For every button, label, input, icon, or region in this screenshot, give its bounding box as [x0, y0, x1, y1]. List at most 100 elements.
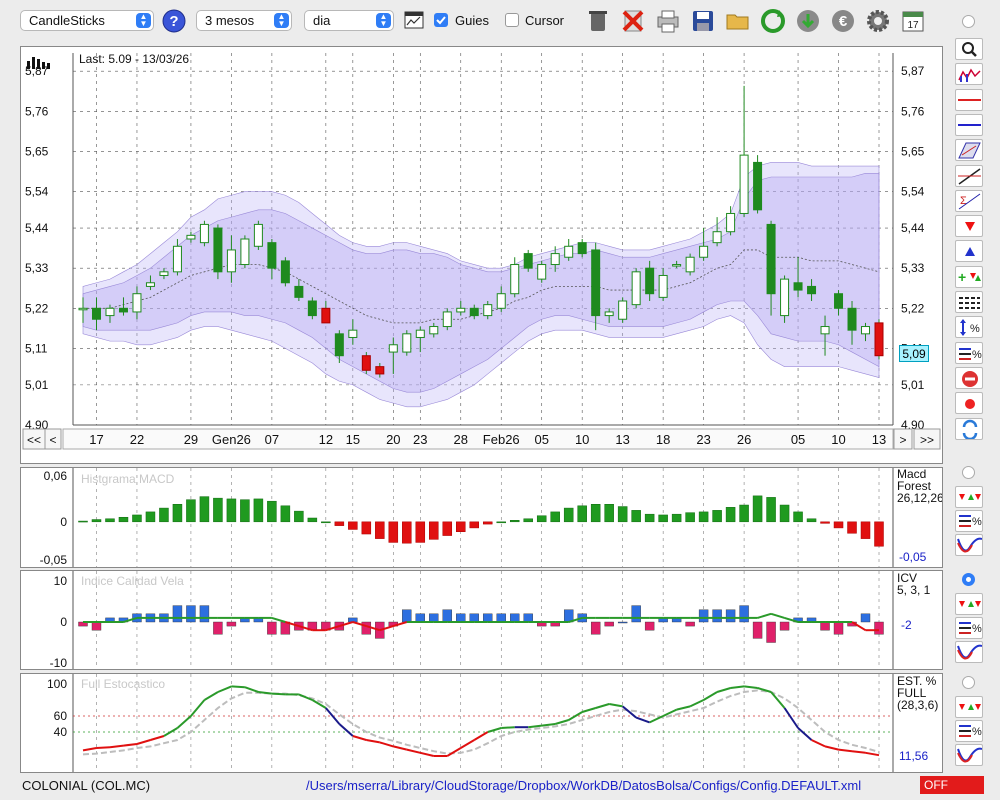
main-radio[interactable] — [962, 15, 975, 28]
open-folder-icon[interactable] — [724, 7, 752, 35]
curve-select-button[interactable] — [955, 641, 983, 663]
curve-select-button[interactable] — [955, 534, 983, 556]
percent-lines-button[interactable]: % — [955, 341, 983, 364]
zoom-button[interactable] — [955, 38, 983, 60]
candle-body — [874, 322, 884, 357]
signal-arrows-button[interactable] — [955, 486, 983, 508]
panel-params: 5, 3, 1 — [897, 583, 931, 597]
macd-bar — [469, 521, 480, 529]
percent-range-button[interactable]: % — [955, 316, 983, 339]
icv-line-segment — [366, 625, 381, 632]
percent-lines-button[interactable]: % — [955, 510, 983, 532]
nav-button-right-label[interactable]: > — [899, 433, 906, 447]
refresh-icon[interactable] — [759, 7, 787, 35]
record-button[interactable] — [955, 392, 983, 415]
stoch-k-segment — [150, 735, 165, 741]
nav-button-left[interactable] — [44, 428, 62, 450]
x-tick-label: 10 — [831, 432, 845, 447]
stop-button[interactable] — [955, 366, 983, 389]
stoch-k-segment — [325, 707, 341, 725]
curve-select-button[interactable] — [955, 744, 983, 766]
panel-radio[interactable] — [962, 676, 975, 689]
icv-line-segment — [568, 616, 583, 623]
add-signal-icon: + — [958, 269, 981, 285]
candlestick-chart[interactable]: 5,87 5,875,76 5,765,65 5,655,54 5,545,44 5,44… — [21, 47, 942, 463]
panel-title: Full Estocastico — [81, 677, 165, 691]
period-select[interactable]: 3 mesos ▲ ▼ — [196, 10, 292, 31]
calendar-grid-icon[interactable] — [404, 11, 424, 29]
icv-bar — [510, 613, 520, 623]
fibonacci-button[interactable]: Σ — [955, 189, 983, 212]
candle-body — [591, 249, 601, 317]
icv-bar — [456, 613, 466, 623]
bar-chart-icon[interactable] — [25, 53, 57, 69]
download-icon[interactable] — [794, 7, 822, 35]
macd-bar — [145, 511, 156, 523]
percent-lines-button[interactable]: % — [955, 617, 983, 639]
panel-radio[interactable] — [962, 466, 975, 479]
nav-button-right[interactable] — [893, 428, 913, 450]
percent-lines-button[interactable]: % — [955, 720, 983, 742]
candle-body — [861, 326, 871, 335]
svg-text:Σ: Σ — [960, 195, 967, 207]
nav-button-right-label[interactable]: >> — [920, 433, 934, 447]
calendar-icon[interactable]: 17 — [899, 7, 927, 35]
signal-arrows-button[interactable] — [955, 696, 983, 718]
icv-panel: Indice Calidad Vela 10 0 -10 ICV 5, 3, 1 -2 — [20, 570, 943, 670]
stoch-k-segment — [487, 727, 502, 733]
macd-bar — [833, 521, 844, 529]
horizontal-line-blue-button[interactable] — [955, 113, 983, 136]
save-icon[interactable] — [689, 7, 717, 35]
candle-body — [118, 307, 128, 313]
add-signal-button[interactable]: + — [955, 265, 983, 288]
channel-button[interactable] — [955, 139, 983, 162]
stoch-k-segment — [689, 699, 705, 708]
gear-icon[interactable] — [864, 7, 892, 35]
chart-type-value: CandleSticks — [29, 13, 105, 28]
indicator-button[interactable] — [955, 63, 983, 86]
signal-arrows-button[interactable] — [955, 593, 983, 615]
config-path-link[interactable]: /Users/mserra/Library/CloudStorage/Dropb… — [306, 778, 862, 793]
icv-bar — [766, 621, 776, 643]
cursor-checkbox[interactable] — [505, 13, 519, 27]
svg-text:%: % — [972, 516, 982, 528]
icv-bar — [267, 621, 277, 635]
help-icon[interactable]: ? — [162, 9, 186, 33]
grid-lines-button[interactable] — [955, 291, 983, 313]
panel-radio[interactable] — [962, 573, 975, 586]
arrow-up-button[interactable] — [955, 240, 983, 263]
stoch-k-segment — [581, 707, 596, 713]
macd-histogram[interactable]: Histgrama MACD 0,06 0 -0,05 MacdForest26,12,… — [21, 467, 944, 567]
euro-icon[interactable]: € — [829, 7, 857, 35]
trendline-button[interactable] — [955, 164, 983, 187]
interval-select[interactable]: dia ▲ ▼ — [304, 10, 394, 31]
chevron-updown-icon: ▲ ▼ — [136, 13, 151, 28]
trash-icon[interactable] — [584, 7, 612, 35]
candle-body — [793, 282, 803, 291]
nav-button-left-label[interactable]: << — [27, 433, 41, 447]
print-icon[interactable] — [654, 7, 682, 35]
nav-button-right[interactable] — [913, 428, 941, 450]
arrow-down-button[interactable] — [955, 215, 983, 238]
panel-label-1: Macd — [897, 468, 926, 481]
stoch-k-segment — [109, 744, 124, 749]
stochastic-chart[interactable]: Full Estocastico 100 60 40 EST. %FULL(28,3,6… — [21, 674, 942, 772]
y-tick-label-left: 5,44 — [25, 221, 49, 235]
panel-label-2: FULL — [897, 686, 927, 700]
chevron-updown-icon: ▲ ▼ — [376, 13, 391, 28]
chart-type-select[interactable]: CandleSticks ▲ ▼ — [20, 10, 154, 31]
svg-text:?: ? — [169, 13, 178, 30]
percent-lines-icon: % — [959, 347, 982, 361]
status-badge[interactable]: OFF — [920, 776, 984, 794]
panel-title: Histgrama MACD — [81, 472, 175, 486]
x-axis-strip[interactable] — [62, 428, 894, 450]
horizontal-line-red-button[interactable] — [955, 88, 983, 111]
guides-checkbox[interactable] — [434, 13, 448, 27]
icv-bar — [739, 605, 749, 623]
svg-text:%: % — [970, 323, 980, 335]
curve-select-icon — [957, 644, 983, 660]
delete-icon[interactable] — [619, 7, 647, 35]
swap-button[interactable] — [955, 417, 983, 440]
nav-button-left-label[interactable]: < — [49, 433, 56, 447]
